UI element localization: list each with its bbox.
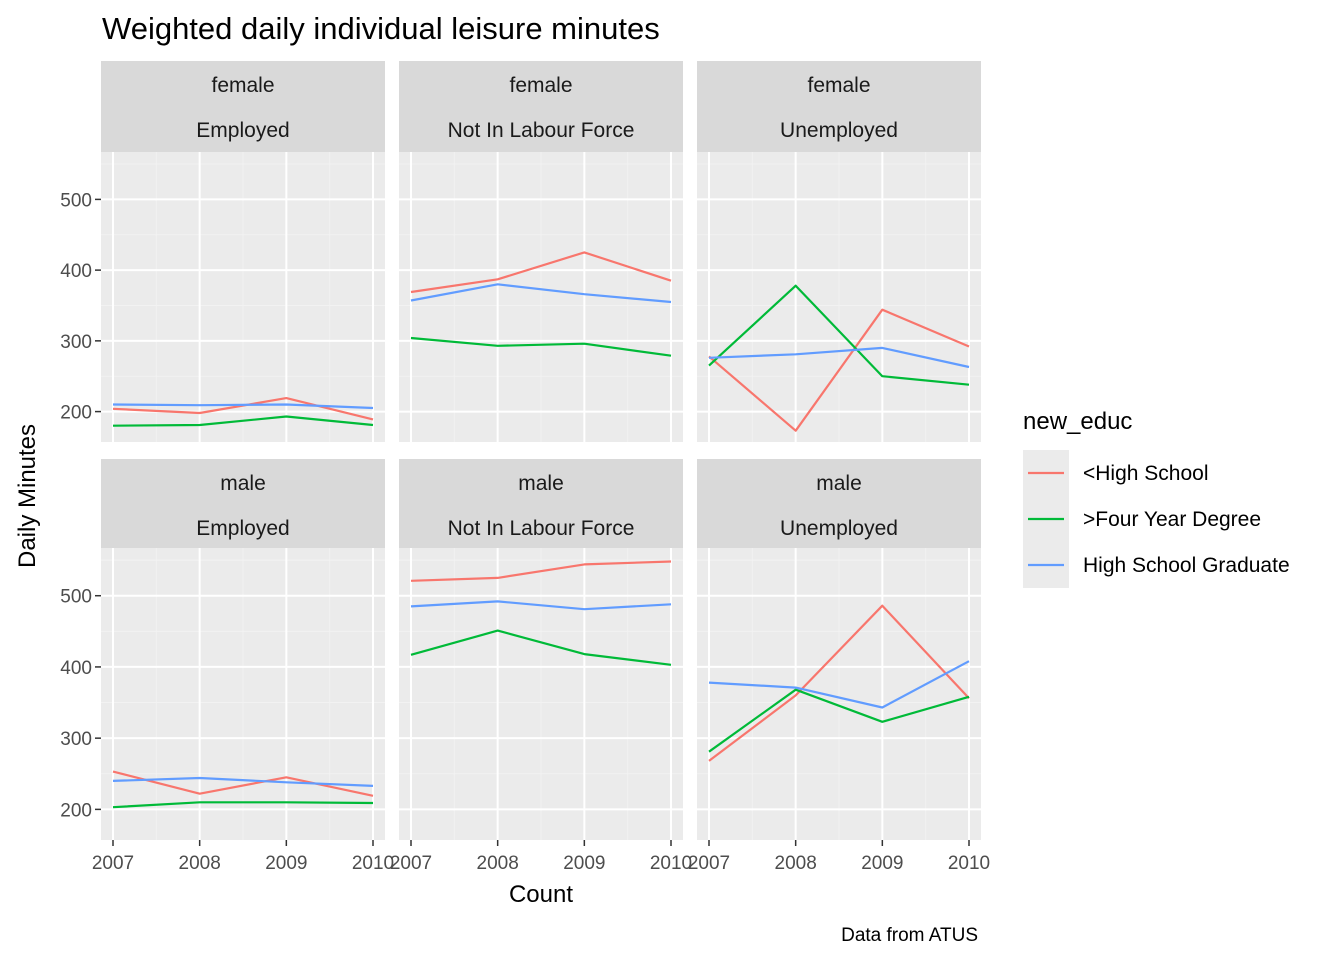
panel-male-unemployed: male Unemployed — [697, 459, 981, 840]
x-tick-label: 2009 — [861, 853, 903, 874]
legend-item-high-school: <High School — [1023, 450, 1209, 496]
series-line-high-school — [708, 604, 970, 762]
x-tick-label: 2007 — [688, 853, 730, 874]
series-line-high-school-graduate — [112, 403, 374, 410]
x-tick-label: 2010 — [352, 853, 394, 874]
series-line-four-year-degree — [708, 688, 970, 753]
series-line-high-school — [708, 308, 970, 432]
strip-label: Employed — [196, 517, 289, 540]
y-tick-label: 400 — [60, 658, 92, 679]
facet-strip — [101, 459, 385, 548]
series-line-high-school-graduate — [410, 600, 672, 611]
strip-label: Not In Labour Force — [448, 517, 635, 540]
strip-label: Unemployed — [780, 517, 898, 540]
panel-male-not-in-labour-force: male Not In Labour Force — [399, 459, 683, 840]
series-line-four-year-degree — [708, 284, 970, 386]
x-tick-label: 2010 — [948, 853, 990, 874]
strip-label: male — [220, 472, 266, 495]
panel-female-not-in-labour-force: female Not In Labour Force — [399, 61, 683, 442]
strip-label: Not In Labour Force — [448, 119, 635, 142]
y-tick-label: 300 — [60, 332, 92, 353]
facet-strip — [101, 61, 385, 152]
y-axis-title: Daily Minutes — [14, 424, 41, 568]
x-tick-label: 2008 — [775, 853, 817, 874]
x-tick-label: 2007 — [92, 853, 134, 874]
caption: Data from ATUS — [841, 925, 978, 946]
facet-strip — [399, 61, 683, 152]
series-line-high-school — [410, 560, 672, 582]
series-line-high-school-graduate — [410, 283, 672, 304]
series-line-high-school-graduate — [708, 660, 970, 709]
facet-strip — [697, 459, 981, 548]
chart-title: Weighted daily individual leisure minute… — [102, 11, 660, 46]
y-tick-label: 500 — [60, 587, 92, 608]
series-line-four-year-degree — [112, 801, 374, 809]
legend-item-high-school-graduate: High School Graduate — [1023, 542, 1290, 588]
y-tick-label: 400 — [60, 261, 92, 282]
series-line-high-school-graduate — [112, 776, 374, 787]
legend-label: High School Graduate — [1083, 554, 1290, 577]
panel-male-employed: male Employed — [101, 459, 385, 840]
legend-title: new_educ — [1023, 408, 1132, 435]
series-line-four-year-degree — [410, 629, 672, 666]
strip-label: Unemployed — [780, 119, 898, 142]
strip-label: female — [509, 74, 572, 97]
legend: new_educ <High School >Four Year Degree Hi… — [1023, 408, 1290, 588]
y-tick-label: 300 — [60, 729, 92, 750]
panel-female-employed: female Employed — [101, 61, 385, 442]
x-tick-label: 2010 — [650, 853, 692, 874]
series-line-high-school-graduate — [708, 346, 970, 369]
y-axes: 200 300 400 500 200 300 400 500 — [60, 190, 101, 821]
legend-label: >Four Year Degree — [1083, 508, 1261, 531]
strip-label: male — [816, 472, 862, 495]
x-axis-title: Count — [509, 881, 573, 908]
strip-label: Employed — [196, 119, 289, 142]
x-tick-label: 2009 — [563, 853, 605, 874]
series-line-four-year-degree — [410, 336, 672, 357]
y-tick-label: 200 — [60, 800, 92, 821]
facet-strip — [697, 61, 981, 152]
x-tick-label: 2009 — [265, 853, 307, 874]
facet-strip — [399, 459, 683, 548]
x-tick-label: 2008 — [477, 853, 519, 874]
strip-label: male — [518, 472, 564, 495]
x-tick-label: 2008 — [179, 853, 221, 874]
panel-female-unemployed: female Unemployed — [697, 61, 981, 442]
strip-label: female — [807, 74, 870, 97]
strip-label: female — [211, 74, 274, 97]
x-tick-label: 2007 — [390, 853, 432, 874]
series-line-four-year-degree — [112, 415, 374, 427]
legend-item-four-year-degree: >Four Year Degree — [1023, 496, 1261, 542]
y-tick-label: 200 — [60, 403, 92, 424]
y-tick-label: 500 — [60, 190, 92, 211]
series-line-high-school — [410, 251, 672, 294]
legend-label: <High School — [1083, 462, 1209, 485]
series-line-high-school — [112, 770, 374, 797]
